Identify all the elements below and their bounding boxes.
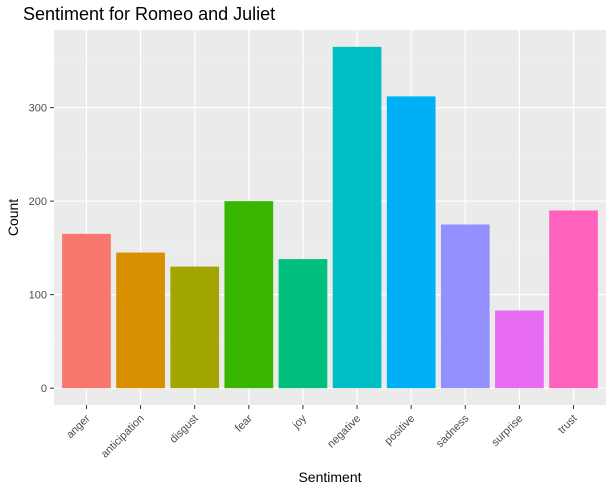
x-tick-label: trust (556, 413, 580, 437)
x-tick-label: positive (382, 413, 417, 448)
bar-sadness (440, 224, 490, 389)
y-tick-label: 300 (29, 103, 47, 115)
bar-disgust (170, 266, 220, 389)
bar-anticipation (116, 252, 165, 389)
x-tick-label: disgust (168, 413, 201, 446)
x-tick-label: sadness (434, 412, 472, 450)
x-tick-label: surprise (489, 413, 525, 449)
bar-trust (549, 210, 598, 389)
bars (62, 46, 598, 389)
y-tick-label: 200 (29, 196, 47, 208)
bar-negative (332, 46, 382, 389)
bar-positive (386, 96, 436, 389)
y-tick-label: 100 (29, 290, 47, 302)
y-axis: 0 100 200 300 (29, 103, 54, 395)
bar-fear (224, 201, 274, 389)
bar-joy (278, 259, 328, 389)
x-tick-label: fear (233, 412, 255, 434)
x-tick-label: negative (325, 413, 363, 451)
bar-surprise (495, 310, 544, 389)
y-axis-title: Count (5, 199, 21, 236)
bar-anger (62, 233, 111, 389)
x-tick-label: anger (64, 412, 93, 441)
x-axis-title: Sentiment (298, 469, 361, 485)
chart-title: Sentiment for Romeo and Juliet (23, 4, 276, 24)
x-tick-label: anticipation (99, 413, 147, 461)
y-tick-label: 0 (41, 383, 47, 395)
x-axis: anger anticipation disgust fear joy negative p… (64, 405, 580, 461)
x-tick-label: joy (290, 412, 309, 431)
